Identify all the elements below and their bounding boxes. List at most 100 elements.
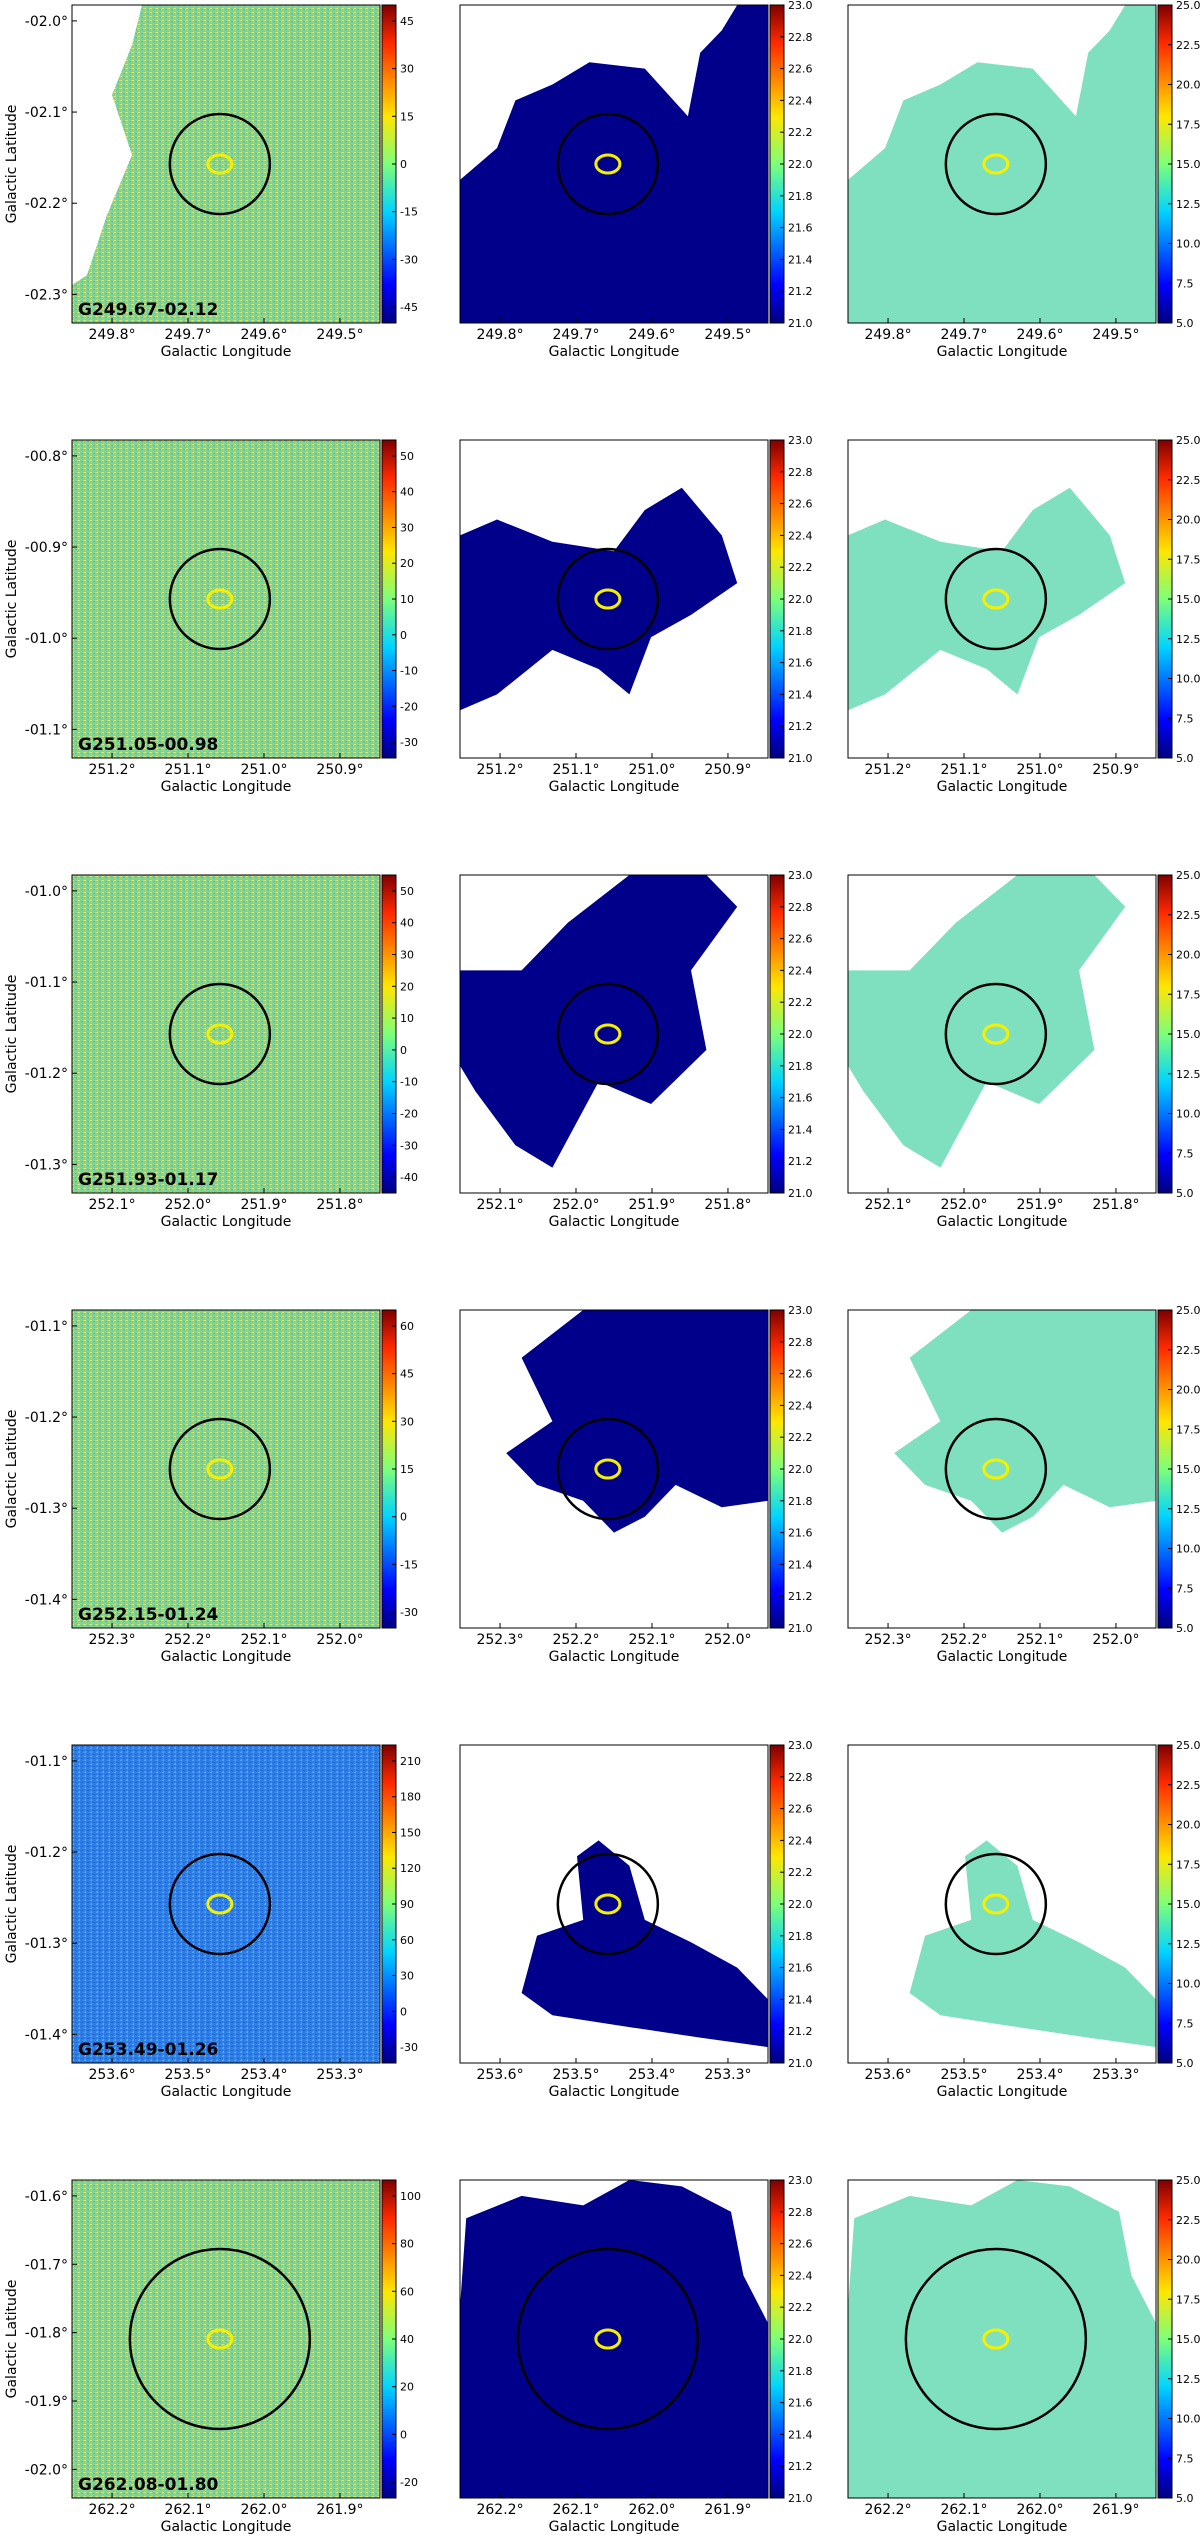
- axes-frame: [847, 439, 1157, 759]
- temperature-map: [848, 875, 1126, 1168]
- colorbar-tick-label: 22.5: [1176, 2214, 1200, 2227]
- colorbar-tick-label: 21.8: [788, 625, 813, 638]
- panel-intensity: 262.2° 262.1° 262.0° 261.9° Galactic Longitu…: [4, 2179, 421, 2535]
- colorbar-tick-label: 17.5: [1176, 2293, 1200, 2306]
- y-tick-label: -01.1°: [25, 1319, 68, 1335]
- colorbar-tick-label: 21.6: [788, 2397, 813, 2410]
- colorbar-tick-label: -20: [400, 1108, 418, 1121]
- x-tick-label: 253.6°: [476, 2067, 523, 2083]
- y-tick-label: -01.8°: [25, 2326, 68, 2342]
- colorbar-tick-label: 12.5: [1176, 1068, 1200, 1081]
- x-tick-label: 249.7°: [164, 327, 211, 343]
- axes-frame: [71, 439, 381, 759]
- x-tick-label: 252.1°: [628, 1632, 675, 1648]
- column-density-map: [460, 487, 738, 711]
- y-tick-label: -01.3°: [25, 1501, 68, 1517]
- colorbar-tick-label: 180: [400, 1791, 421, 1804]
- panel-row-6: 262.2° 262.1° 262.0° 261.9° Galactic Longitu…: [4, 2174, 1200, 2535]
- source-contour: [982, 588, 1010, 610]
- x-tick-label: 262.2°: [864, 2502, 911, 2518]
- x-tick-label: 262.1°: [552, 2502, 599, 2518]
- aperture-circle: [944, 1417, 1048, 1521]
- colorbar-tick-label: 30: [400, 1415, 414, 1428]
- colorbar-tick-label: 25.0: [1176, 1739, 1200, 1752]
- y-tick-label: -01.9°: [25, 2394, 68, 2410]
- colorbar-tick-label: 0: [400, 629, 407, 642]
- colorbar-tick-label: 0: [400, 1511, 407, 1524]
- colorbar-tick-label: 17.5: [1176, 118, 1200, 131]
- x-tick-label: 249.8°: [476, 327, 523, 343]
- aperture-circle: [556, 1852, 660, 1956]
- x-tick-label: 251.1°: [940, 762, 987, 778]
- aperture-circle: [944, 547, 1048, 651]
- x-tick-label: 249.5°: [1092, 327, 1139, 343]
- source-contour: [982, 1458, 1010, 1480]
- y-tick-label: -01.6°: [25, 2189, 68, 2205]
- x-tick-label: 261.9°: [1092, 2502, 1139, 2518]
- axes-frame: [847, 2179, 1157, 2499]
- colorbar-tick-label: 0: [400, 2005, 407, 2018]
- colorbar-tick-label: 23.0: [788, 869, 813, 882]
- colorbar-tick-label: 60: [400, 1934, 414, 1947]
- colorbar-tick-label: 20: [400, 2381, 414, 2394]
- colorbar-tick-label: 20: [400, 557, 414, 570]
- colorbar-tick-label: 60: [400, 2285, 414, 2298]
- colorbar-tick-label: -30: [400, 1139, 418, 1152]
- colorbar-tick-label: 30: [400, 521, 414, 534]
- axes-frame: [459, 439, 769, 759]
- y-tick-label: -00.9°: [25, 540, 68, 556]
- axes-frame: [71, 1744, 381, 2064]
- colorbar-tick-label: 22.8: [788, 31, 813, 44]
- y-axis-label: Galactic Latitude: [4, 1410, 20, 1529]
- axes-frame: [459, 874, 769, 1194]
- colorbar-tick-label: 22.5: [1176, 474, 1200, 487]
- colorbar-tick-label: 30: [400, 1970, 414, 1983]
- x-tick-label: 249.5°: [704, 327, 751, 343]
- colorbar-tick-label: 10.0: [1176, 673, 1200, 686]
- panel-column-density: 251.2° 251.1° 251.0° 250.9° Galactic Longitu…: [459, 434, 813, 795]
- y-axis-label: Galactic Latitude: [4, 105, 20, 224]
- colorbar-tick-label: -30: [400, 736, 418, 749]
- colorbar-tick-label: 21.6: [788, 1092, 813, 1105]
- x-tick-label: 252.0°: [552, 1197, 599, 1213]
- colorbar-tick-label: 22.8: [788, 901, 813, 914]
- colorbar-tick-label: 25.0: [1176, 2174, 1200, 2187]
- x-tick-label: 252.3°: [88, 1632, 135, 1648]
- colorbar-tick-label: -40: [400, 1171, 418, 1184]
- x-axis-label: Galactic Longitude: [549, 2519, 680, 2535]
- panel-column-density: 262.2° 262.1° 262.0° 261.9° Galactic Longitu…: [459, 2174, 813, 2535]
- y-tick-label: -01.0°: [25, 631, 68, 647]
- panel-row-2: 251.2° 251.1° 251.0° 250.9° Galactic Longitu…: [4, 434, 1200, 795]
- colorbar-tick-label: 21.8: [788, 2365, 813, 2378]
- colorbar-tick-label: 5.0: [1176, 1187, 1194, 1200]
- y-tick-label: -02.0°: [25, 14, 68, 30]
- x-tick-label: 252.2°: [164, 1632, 211, 1648]
- aperture-circle: [168, 547, 272, 651]
- panel-temperature: 262.2° 262.1° 262.0° 261.9° Galactic Longitu…: [847, 2174, 1200, 2535]
- x-tick-label: 262.0°: [1016, 2502, 1063, 2518]
- colorbar-tick-label: 120: [400, 1862, 421, 1875]
- colorbar-tick-label: -15: [400, 206, 418, 219]
- colorbar-tick-label: 5.0: [1176, 2057, 1194, 2070]
- source-contour: [982, 2328, 1010, 2350]
- colorbar-tick-label: 21.2: [788, 285, 813, 298]
- x-tick-label: 251.9°: [240, 1197, 287, 1213]
- colorbar-tick-label: -45: [400, 301, 418, 314]
- map-blank-edge: [72, 5, 142, 285]
- axes-frame: [459, 4, 769, 324]
- colorbar-tick-label: 15.0: [1176, 158, 1200, 171]
- colorbar-tick-label: 10.0: [1176, 238, 1200, 251]
- panel-temperature: 253.6° 253.5° 253.4° 253.3° Galactic Longitu…: [847, 1739, 1200, 2100]
- colorbar-tick-label: 21.2: [788, 2025, 813, 2038]
- colorbar-tick-label: 20.0: [1176, 79, 1200, 92]
- axes-frame: [459, 2179, 769, 2499]
- intensity-map: [72, 875, 380, 1193]
- colorbar-tick-label: 22.2: [788, 126, 813, 139]
- colorbar-tick-label: 7.5: [1176, 277, 1194, 290]
- colorbar-tick-label: 22.0: [788, 158, 813, 171]
- x-tick-label: 252.2°: [940, 1632, 987, 1648]
- colorbar-tick-label: 21.6: [788, 657, 813, 670]
- y-tick-label: -02.2°: [25, 196, 68, 212]
- axes-frame: [71, 4, 381, 324]
